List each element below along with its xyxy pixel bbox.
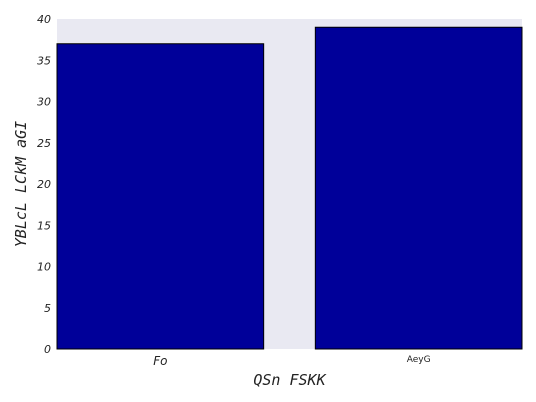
y-tick-label-5: 5 — [44, 302, 51, 315]
bar-aeyg — [314, 26, 523, 350]
y-tick-label-10: 10 — [37, 261, 51, 274]
y-axis-label: YBLcL LCkM aGI — [12, 121, 30, 247]
y-tick-label-20: 20 — [37, 178, 51, 191]
y-tick-label-35: 35 — [37, 54, 51, 67]
x-axis-label: QSn FSKK — [253, 371, 326, 389]
y-tick-label-30: 30 — [37, 96, 51, 109]
x-tick-label-aeyg: AeyG — [407, 355, 431, 365]
y-tick-label-15: 15 — [37, 219, 51, 232]
x-axis-ticks: Fo AeyG — [153, 354, 430, 368]
bar-fo — [56, 43, 265, 350]
y-tick-label-25: 25 — [37, 137, 51, 150]
bars-group — [56, 26, 523, 350]
y-tick-label-40: 40 — [37, 13, 51, 26]
x-tick-label-fo: Fo — [153, 354, 167, 368]
y-tick-label-0: 0 — [44, 343, 51, 356]
y-axis-ticks: 0 5 10 15 20 25 30 35 40 — [37, 13, 51, 356]
